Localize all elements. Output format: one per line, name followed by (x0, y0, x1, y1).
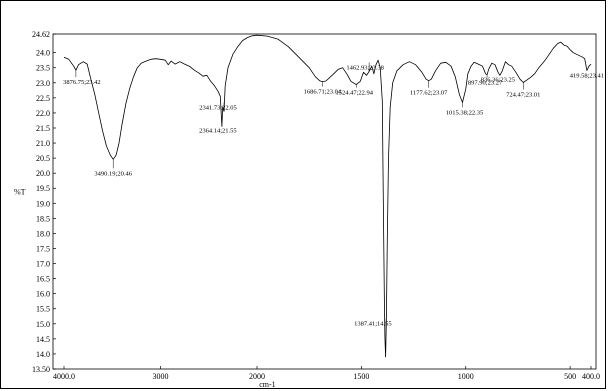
x-tick-label: 500 (564, 372, 576, 381)
peak-label: 724.47;23.01 (506, 92, 540, 99)
y-tick-label: 20.0 (36, 169, 50, 178)
y-tick-label: 20.5 (36, 154, 50, 163)
peak-label: 3876.75;23.42 (63, 79, 101, 86)
x-tick-label: 400.0 (582, 372, 600, 381)
y-tick-label: 14.5 (36, 335, 50, 344)
y-tick-label: 22.0 (36, 109, 50, 118)
x-tick-label: 4000.0 (53, 372, 75, 381)
y-tick-label: 24.0 (36, 49, 50, 58)
plot-area (52, 33, 597, 370)
x-axis: 4000.0 3000 2000 1500 1000 500 400.0 (53, 366, 600, 381)
y-tick-label: 16.0 (36, 290, 50, 299)
y-tick-label: 16.5 (36, 275, 50, 284)
peak-label: 1462.93;23.38 (346, 64, 384, 71)
peak-label: 3490.19;20.46 (94, 170, 132, 177)
peak-label: 836.36;23.25 (481, 76, 515, 83)
peak-label: 1524.47;22.94 (335, 90, 373, 97)
x-tick-label: 1500 (353, 372, 369, 381)
y-tick-label: 21.5 (36, 124, 50, 133)
y-tick-label: 19.5 (36, 184, 50, 193)
peak-label: 1387.41;14.55 (354, 320, 392, 327)
y-tick-label: 24.62 (32, 30, 50, 39)
y-tick-label: 23.0 (36, 79, 50, 88)
y-axis-title: %T (14, 187, 26, 196)
y-tick-label: 21.0 (36, 139, 50, 148)
x-tick-label: 1000 (458, 372, 474, 381)
peak-label: 419.58;23.41 (570, 72, 604, 79)
peak-label: 1686.71;23.04 (304, 89, 342, 96)
y-axis: 24.62 24.0 23.5 23.0 22.5 22.0 21.5 21.0 20.5 20.… (32, 30, 56, 374)
peak-annotations: 3876.75;23.42 3490.19;20.46 2341.73;22.05 2… (63, 62, 604, 338)
peak-label: 1177.62;23.07 (410, 90, 448, 97)
x-tick-label: 2000 (249, 372, 265, 381)
y-tick-label: 13.50 (32, 365, 50, 374)
peak-label: 897.90;23.27 (468, 80, 503, 87)
y-tick-label: 19.0 (36, 199, 50, 208)
peak-label: 2364.14;21.55 (199, 127, 237, 134)
y-tick-label: 17.0 (36, 260, 50, 269)
x-tick-label: 3000 (153, 372, 169, 381)
y-tick-label: 15.0 (36, 320, 50, 329)
y-tick-label: 14.0 (36, 350, 50, 359)
y-tick-label: 18.5 (36, 214, 50, 223)
peak-label: 2341.73;22.05 (199, 104, 237, 111)
y-tick-label: 23.5 (36, 64, 50, 73)
x-axis-title: cm-1 (259, 380, 275, 389)
peak-label: 1015.38;22.35 (446, 109, 484, 116)
y-tick-label: 22.5 (36, 94, 50, 103)
y-tick-label: 18.0 (36, 229, 50, 238)
spectrum-line (63, 34, 592, 358)
y-tick-label: 15.5 (36, 305, 50, 314)
y-tick-label: 17.5 (36, 244, 50, 253)
